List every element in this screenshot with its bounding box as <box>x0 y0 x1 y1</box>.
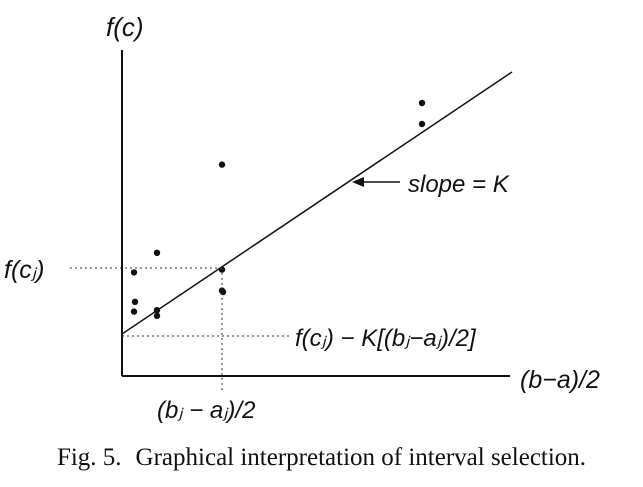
data-dot-6 <box>153 312 161 319</box>
interval-selection-figure: f(c) (b−a)/2 f(cⱼ) f(cⱼ) − K[(bⱼ−aⱼ)/2] … <box>4 12 600 424</box>
slope-label: slope = K <box>408 171 510 198</box>
data-dot-2 <box>131 298 139 305</box>
slope-arrow-head <box>352 177 364 187</box>
data-dot-3 <box>130 308 138 315</box>
figure-caption: Fig. 5. Graphical interpretation of inter… <box>0 444 643 472</box>
y-axis-label: f(c) <box>106 12 144 42</box>
data-dot-7 <box>218 161 226 168</box>
data-dot-11 <box>418 99 426 107</box>
data-dot-10 <box>219 288 227 296</box>
intercept-label: f(cⱼ) − K[(bⱼ−aⱼ)/2] <box>295 325 477 352</box>
data-dot-4 <box>153 249 161 256</box>
dot-layer <box>130 99 426 319</box>
slope-line <box>121 71 513 335</box>
point-label-y: f(cⱼ) <box>4 256 44 284</box>
caption-text: Graphical interpretation of interval sel… <box>135 444 587 471</box>
x-axis-label: (b−a)/2 <box>520 366 600 394</box>
figure-number: Fig. 5. <box>56 444 122 471</box>
data-dot-12 <box>418 120 426 128</box>
data-dot-1 <box>130 269 138 276</box>
point-label-x: (bⱼ − aⱼ)/2 <box>157 397 255 424</box>
